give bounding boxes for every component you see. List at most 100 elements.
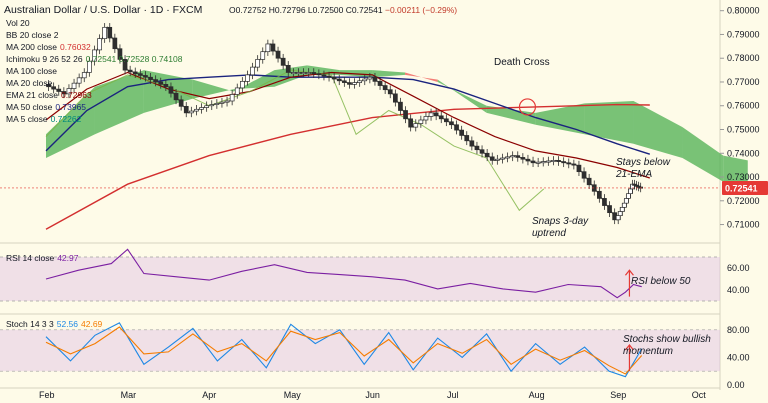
candle-body [178,99,184,107]
ichimoku-cloud-segment [405,72,438,82]
candle-body [444,118,449,123]
legend-row-ema21[interactable]: EMA 21 close 0.72963 [6,89,185,101]
candle-body [66,88,72,95]
legend-row-ma200[interactable]: MA 200 close 0.76032 [6,41,185,53]
candle-body [566,162,572,165]
candle-body [403,110,408,120]
candle-body [71,82,77,89]
candle-body [387,89,393,95]
candle-body [255,59,260,68]
price-tick-label: 0.77000 [727,77,760,87]
legend-row-bb[interactable]: BB 20 close 2 [6,29,185,41]
candle-body [291,72,296,75]
legend-row-ma5[interactable]: MA 5 close 0.72262 [6,113,185,125]
candle-body [56,88,62,92]
ichimoku-cloud-segment [437,79,487,113]
rsi-tick-label: 40.00 [727,285,750,295]
price-tick-label: 0.72000 [727,196,760,206]
candle-body [331,76,337,80]
candle-body [454,124,459,131]
stoch-line [45,322,643,378]
candle-body [551,160,556,162]
time-tick-label: Mar [121,390,137,400]
candle-body [240,81,245,89]
price-tick-label: 0.76000 [727,101,760,111]
candle-body [229,94,235,102]
legend-row-ichimoku[interactable]: Ichimoku 9 26 52 26 0.72541 0.72528 0.741… [6,53,185,65]
legend-value: 0.72963 [60,90,92,100]
stoch-tick-label: 80.00 [727,325,750,335]
candle-body [61,91,67,95]
candle-body [413,123,419,128]
candle-body [520,157,526,160]
candle-body [617,211,623,216]
candle-body [138,73,143,76]
candle-body [474,145,480,151]
candle-body [367,76,373,80]
price-tick-label: 0.80000 [727,6,760,16]
candle-body [449,121,454,126]
time-tick-label: Sep [610,390,626,400]
stoch-tick-label: 0.00 [727,380,745,390]
candle-body [628,188,633,195]
legend-label: MA 20 close [6,78,53,88]
candle-body [393,93,398,103]
candle-body [525,158,531,162]
candle-body [510,155,515,158]
legend-row-vol[interactable]: Vol 20 [6,17,185,29]
candle-body [234,87,240,95]
stoch-arrow-head [624,344,634,351]
stoch-d-value: 42.69 [81,319,103,329]
candle-body [602,198,607,206]
candle-body [621,202,627,208]
legend-label: MA 100 close [6,66,58,76]
candle-body [530,160,536,164]
legend-label: MA 5 close [6,114,48,124]
candle-body [163,84,169,88]
candle-body [86,60,92,73]
legend-row-ma100[interactable]: MA 100 close [6,65,185,77]
candle-body [576,164,582,173]
ichimoku-cloud-segment [486,105,536,125]
candle-body [357,80,362,83]
candle-body [500,157,505,160]
candle-body [245,74,250,82]
candle-body [117,48,123,60]
candle-body [81,72,87,79]
price-tick-label: 0.78000 [727,53,760,63]
candle-body [372,76,378,82]
time-tick-label: Oct [692,390,707,400]
legend-label: MA 50 close [6,102,53,112]
change-value: −0.00211 (−0.29%) [384,5,458,15]
legend-label: MA 200 close [6,42,58,52]
legend-row-ma20[interactable]: MA 20 close [6,77,185,89]
stoch-legend-label: Stoch 14 3 3 [6,319,54,329]
stoch-legend: Stoch 14 3 3 52.56 42.69 [6,318,105,330]
candle-body [127,69,133,73]
candle-body [199,107,204,110]
price-tick-label: 0.74000 [727,148,760,158]
candle-body [168,86,174,94]
candle-body [464,135,470,142]
candle-body [556,160,561,162]
price-badge-bg [722,180,768,195]
candle-body [586,177,592,186]
candle-body [347,82,352,85]
legend-label: BB 20 close 2 [6,30,59,40]
candle-body [183,105,189,114]
legend-row-ma50[interactable]: MA 50 close 0.73965 [6,101,185,113]
candle-body [219,101,225,104]
rsi-band [0,257,720,301]
candle-body [515,155,521,158]
ichimoku-cloud-segment [633,100,683,159]
candle-body [265,43,271,53]
candle-body [479,149,485,154]
stoch-note: Stochs show bullish momentum [623,334,711,357]
candle-body [626,193,631,199]
candle-body [122,59,128,71]
candle-body [505,156,510,159]
candle-body [495,158,500,161]
indicator-legend: Vol 20 BB 20 close 2 MA 200 close 0.76032… [6,17,185,125]
